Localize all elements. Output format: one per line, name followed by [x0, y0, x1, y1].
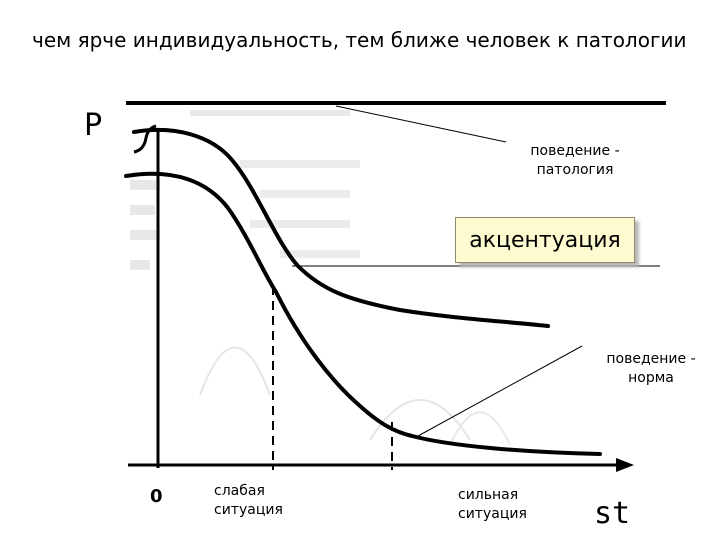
callout-pathology: поведение - патология	[530, 143, 620, 178]
x-axis-label: st	[594, 496, 631, 531]
leader-pathology	[335, 105, 507, 143]
callout-norm: поведение - норма	[606, 351, 696, 386]
callout-accentuation: акцентуация	[455, 217, 635, 263]
weak-situation-label: слабая ситуация	[214, 482, 304, 520]
strong-situation-label: сильная ситуация	[458, 486, 548, 524]
y-axis-label: Р	[84, 108, 103, 143]
faded-scan-background	[130, 110, 511, 446]
y-axis-hook	[133, 124, 157, 154]
leader-norm	[417, 345, 583, 437]
x-axis-arrowhead	[616, 458, 634, 472]
strong-situation-text: сильная ситуация	[458, 487, 527, 522]
slide-title: чем ярче индивидуальность, тем ближе чел…	[32, 28, 687, 52]
origin-label: 0	[150, 486, 163, 507]
curve-norm	[124, 171, 602, 456]
weak-situation-text: слабая ситуация	[214, 483, 283, 518]
